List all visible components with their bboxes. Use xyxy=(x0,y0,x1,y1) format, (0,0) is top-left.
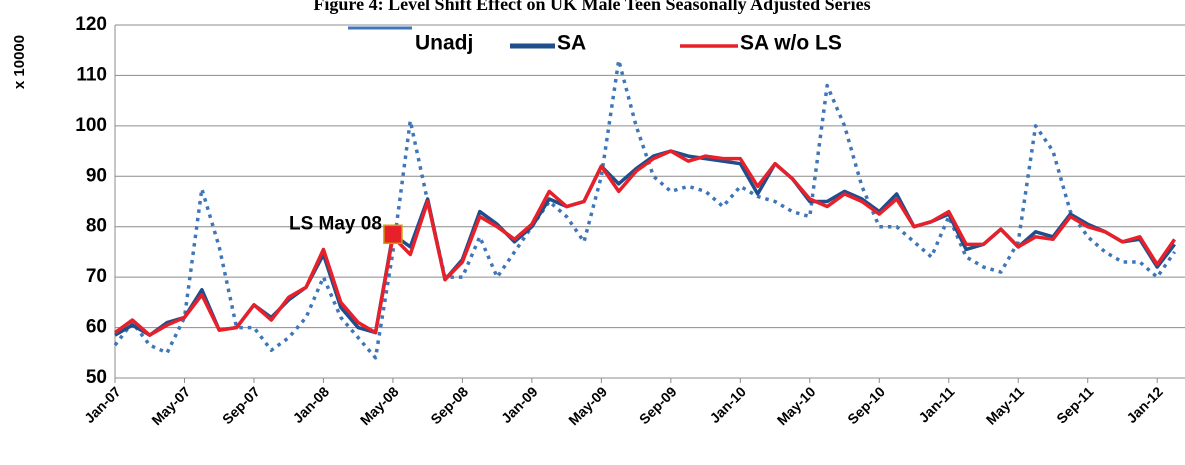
annotation-label: LS May 08 xyxy=(289,213,382,234)
y-axis-label: x 10000 xyxy=(11,35,28,89)
y-tick-label: 120 xyxy=(75,14,107,35)
y-tick-label: 70 xyxy=(86,266,107,287)
x-tick-label: Jan-10 xyxy=(706,383,749,426)
x-tick-label: Sep-11 xyxy=(1053,383,1096,426)
annotation-marker xyxy=(383,224,403,245)
x-tick-label: Jan-11 xyxy=(915,383,957,425)
line-series xyxy=(113,149,1177,337)
legend-label: Unadj xyxy=(415,32,473,55)
y-tick-label: 100 xyxy=(75,115,107,136)
x-tick-label: May-08 xyxy=(357,383,402,428)
x-tick-label: Sep-10 xyxy=(844,383,888,427)
x-tick-label: Sep-08 xyxy=(427,383,471,427)
chart-title: Figure 4: Level Shift Effect on UK Male … xyxy=(313,0,870,14)
x-tick-label: Sep-09 xyxy=(636,383,680,427)
x-tick-label: May-07 xyxy=(148,383,193,428)
x-tick-label: Jan-09 xyxy=(498,383,541,426)
legend-label: SA w/o LS xyxy=(740,32,842,55)
y-tick-label: 60 xyxy=(86,317,107,338)
y-tick-label: 110 xyxy=(76,64,107,85)
x-tick-label: May-10 xyxy=(774,383,819,428)
line-series xyxy=(113,58,1177,360)
x-tick-label: Jan-08 xyxy=(289,383,332,426)
y-tick-label: 50 xyxy=(86,367,107,388)
x-tick-label: May-11 xyxy=(983,383,1027,427)
x-tick-label: Jan-12 xyxy=(1123,383,1166,426)
x-tick-label: May-09 xyxy=(565,383,610,428)
y-tick-label: 80 xyxy=(86,216,107,237)
y-tick-label: 90 xyxy=(86,165,107,186)
x-tick-label: Sep-07 xyxy=(219,383,263,427)
x-tick-label: Jan-07 xyxy=(81,383,124,426)
legend-label: SA xyxy=(557,32,586,55)
